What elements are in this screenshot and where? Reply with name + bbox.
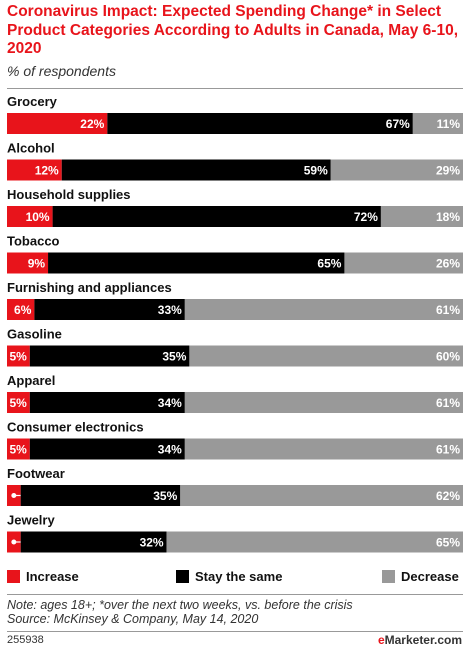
value-label-consumer-electronics-stay-the-same: 34% bbox=[158, 443, 182, 457]
value-label-gasoline-increase: 5% bbox=[9, 350, 27, 364]
note-text: Note: ages 18+; *over the next two weeks… bbox=[7, 598, 353, 612]
bar-grocery-stay-the-same bbox=[107, 113, 413, 134]
category-label-furnishing-and-appliances: Furnishing and appliances bbox=[7, 280, 172, 295]
value-label-alcohol-decrease: 29% bbox=[436, 164, 460, 178]
legend-swatch-stay bbox=[176, 569, 189, 583]
bar-apparel-increase bbox=[7, 392, 30, 413]
bar-jewelry-decrease bbox=[166, 531, 463, 553]
bar-gasoline-decrease bbox=[189, 345, 463, 367]
value-label-grocery-decrease: 11% bbox=[437, 117, 461, 131]
chart-title: Coronavirus Impact: Expected Spending Ch… bbox=[7, 3, 459, 57]
category-label-grocery: Grocery bbox=[7, 94, 58, 109]
bar-alcohol-stay-the-same bbox=[61, 159, 331, 181]
category-label-apparel: Apparel bbox=[7, 373, 55, 388]
bar-apparel-stay-the-same bbox=[29, 392, 185, 413]
value-label-household-supplies-decrease: 18% bbox=[436, 210, 460, 224]
leader-dot-footwear bbox=[11, 493, 17, 498]
bar-footwear-decrease bbox=[180, 485, 463, 506]
chart-id: 255938 bbox=[7, 634, 44, 646]
legend-swatch-decrease bbox=[382, 569, 395, 583]
bar-consumer-electronics-stay-the-same bbox=[29, 438, 185, 460]
category-label-alcohol: Alcohol bbox=[7, 141, 55, 156]
value-label-tobacco-decrease: 26% bbox=[436, 257, 460, 271]
bar-tobacco-increase bbox=[7, 252, 49, 274]
value-label-alcohol-stay-the-same: 59% bbox=[304, 164, 328, 178]
value-label-furnishing-and-appliances-increase: 6% bbox=[14, 303, 32, 317]
legend-item-increase: Increase bbox=[7, 568, 79, 584]
category-label-tobacco: Tobacco bbox=[7, 234, 60, 249]
value-label-consumer-electronics-increase: 5% bbox=[9, 443, 27, 457]
value-label-apparel-stay-the-same: 34% bbox=[158, 396, 182, 410]
bar-jewelry-stay-the-same bbox=[20, 531, 167, 553]
bar-alcohol-decrease bbox=[330, 159, 463, 181]
bar-tobacco-decrease bbox=[344, 252, 463, 274]
value-label-alcohol-increase: 12% bbox=[35, 164, 59, 178]
bar-furnishing-and-appliances-stay-the-same bbox=[34, 299, 185, 320]
bar-household-supplies-increase bbox=[7, 206, 53, 227]
header-divider bbox=[7, 88, 463, 89]
bar-apparel-decrease bbox=[184, 392, 463, 413]
value-label-tobacco-stay-the-same: 65% bbox=[317, 257, 341, 271]
bar-gasoline-stay-the-same bbox=[29, 345, 190, 367]
bar-household-supplies-stay-the-same bbox=[52, 206, 381, 227]
value-label-tobacco-increase: 9% bbox=[28, 257, 46, 271]
category-label-gasoline: Gasoline bbox=[7, 327, 62, 342]
value-label-gasoline-stay-the-same: 35% bbox=[162, 350, 186, 364]
bar-consumer-electronics-decrease bbox=[184, 438, 463, 460]
bar-grocery-decrease bbox=[412, 113, 463, 134]
leader-dot-jewelry bbox=[11, 539, 17, 545]
stacked-bar-chart: Grocery 22% 67% 11% Alcohol 12% 59% 29% Househol… bbox=[7, 94, 463, 553]
emarketer-logo: eMarketer.com bbox=[377, 633, 462, 647]
value-label-furnishing-and-appliances-stay-the-same: 33% bbox=[158, 303, 182, 317]
bar-furnishing-and-appliances-decrease bbox=[184, 299, 463, 320]
value-label-footwear-decrease: 62% bbox=[436, 489, 460, 503]
bar-gasoline-increase bbox=[7, 345, 30, 367]
legend-label-stay: Stay the same bbox=[195, 568, 283, 584]
value-label-household-supplies-stay-the-same: 72% bbox=[354, 210, 378, 224]
category-label-footwear: Footwear bbox=[7, 466, 65, 481]
bottom-divider bbox=[7, 631, 463, 632]
bar-consumer-electronics-increase bbox=[7, 438, 30, 460]
legend-item-decrease: Decrease bbox=[382, 568, 459, 584]
value-label-jewelry-stay-the-same: 32% bbox=[140, 536, 164, 550]
value-label-apparel-decrease: 61% bbox=[436, 396, 460, 410]
bar-furnishing-and-appliances-increase bbox=[7, 299, 35, 320]
value-label-grocery-increase: 22% bbox=[80, 117, 104, 131]
bar-grocery-increase bbox=[7, 113, 108, 134]
bar-alcohol-increase bbox=[7, 159, 62, 181]
legend-item-stay: Stay the same bbox=[176, 568, 282, 584]
value-label-consumer-electronics-decrease: 61% bbox=[436, 443, 460, 457]
chart-subtitle: % of respondents bbox=[7, 63, 116, 79]
category-label-consumer-electronics: Consumer electronics bbox=[7, 420, 144, 435]
bar-tobacco-stay-the-same bbox=[48, 252, 345, 274]
category-label-household-supplies: Household supplies bbox=[7, 187, 131, 202]
category-label-jewelry: Jewelry bbox=[7, 513, 55, 528]
legend-swatch-increase bbox=[7, 569, 20, 583]
footer-divider bbox=[7, 594, 463, 595]
bar-footwear-stay-the-same bbox=[20, 485, 181, 506]
value-label-household-supplies-increase: 10% bbox=[26, 210, 50, 224]
value-label-grocery-stay-the-same: 67% bbox=[386, 117, 410, 131]
value-label-furnishing-and-appliances-decrease: 61% bbox=[436, 303, 460, 317]
value-label-gasoline-decrease: 60% bbox=[436, 350, 460, 364]
source-text: Source: McKinsey & Company, May 14, 2020 bbox=[7, 612, 259, 626]
value-label-apparel-increase: 5% bbox=[9, 396, 27, 410]
footnote: Note: ages 18+; *over the next two weeks… bbox=[7, 598, 353, 626]
value-label-jewelry-decrease: 65% bbox=[436, 536, 460, 550]
value-label-footwear-stay-the-same: 35% bbox=[153, 489, 177, 503]
bar-household-supplies-decrease bbox=[380, 206, 463, 227]
legend-label-increase: Increase bbox=[26, 568, 79, 584]
legend-label-decrease: Decrease bbox=[401, 568, 459, 584]
